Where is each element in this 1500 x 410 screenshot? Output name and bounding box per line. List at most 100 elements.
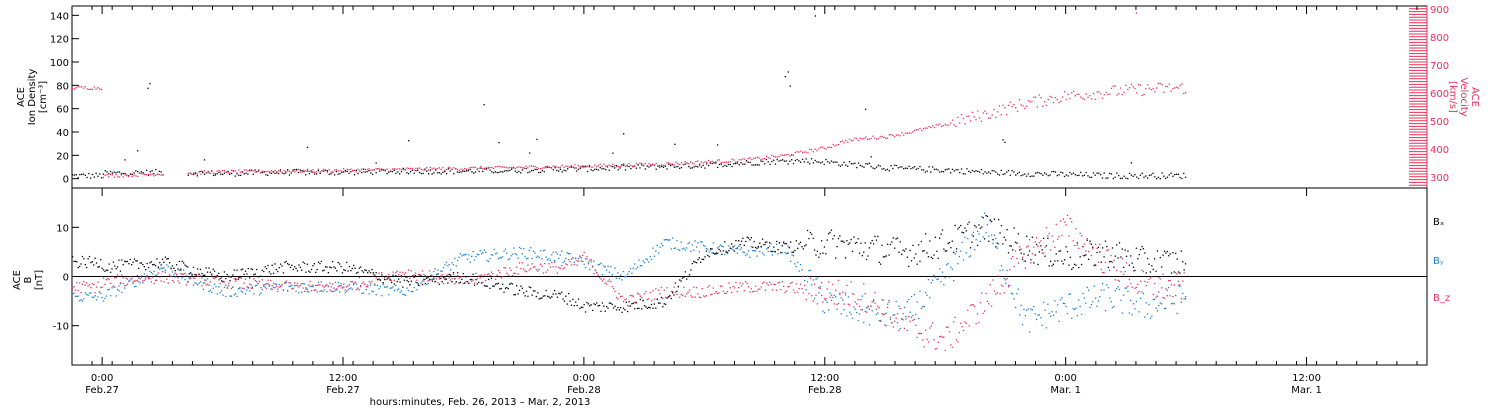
data-point	[1163, 297, 1166, 299]
data-point	[595, 168, 598, 170]
data-point	[131, 278, 133, 280]
data-point	[1052, 314, 1055, 316]
data-point	[516, 171, 518, 174]
data-point	[1059, 220, 1062, 222]
data-point	[520, 267, 522, 270]
data-point	[694, 296, 696, 298]
data-point	[1166, 295, 1168, 297]
data-point	[762, 160, 764, 163]
data-point	[990, 305, 993, 307]
data-point	[340, 285, 342, 287]
data-point	[966, 115, 968, 118]
data-point	[901, 253, 903, 255]
data-point	[1161, 84, 1163, 86]
data-point	[903, 306, 906, 309]
data-point	[998, 243, 1000, 245]
data-point	[1067, 175, 1069, 177]
data-point	[486, 273, 488, 276]
data-point	[589, 268, 591, 271]
data-point	[948, 276, 951, 278]
data-point	[422, 172, 424, 175]
data-point	[237, 277, 240, 279]
data-point	[972, 304, 975, 306]
data-point	[108, 173, 110, 175]
data-point	[687, 242, 689, 245]
data-point	[875, 308, 878, 310]
data-point	[362, 292, 365, 294]
data-point	[892, 167, 894, 170]
data-point	[1069, 97, 1071, 100]
data-point	[764, 241, 767, 244]
data-point	[538, 298, 540, 300]
data-point	[306, 263, 308, 265]
data-point	[691, 167, 693, 169]
data-point	[936, 347, 938, 350]
data-point	[711, 162, 713, 165]
data-point	[961, 241, 963, 244]
data-point	[414, 275, 417, 277]
data-point	[104, 283, 106, 285]
data-point	[742, 237, 744, 240]
data-point	[655, 288, 657, 290]
data-point	[256, 281, 258, 283]
data-point	[357, 168, 359, 171]
data-point	[986, 300, 989, 303]
data-point	[1170, 90, 1172, 92]
data-point	[538, 268, 540, 270]
data-point	[1163, 91, 1165, 93]
data-point	[227, 282, 230, 284]
data-point	[611, 303, 613, 306]
data-point	[125, 284, 127, 287]
data-point	[336, 288, 338, 290]
data-point	[532, 266, 535, 268]
data-point	[623, 133, 625, 135]
data-point	[534, 252, 536, 254]
data-point	[1083, 243, 1086, 245]
data-point	[603, 278, 605, 280]
density-tick-label: 20	[56, 151, 69, 162]
data-point	[1036, 171, 1039, 174]
data-point	[337, 170, 339, 172]
data-point	[934, 348, 937, 350]
data-point	[529, 152, 531, 154]
data-point	[204, 282, 206, 284]
data-point	[776, 158, 778, 161]
data-point	[1143, 176, 1145, 178]
data-point	[729, 163, 731, 166]
data-point	[1114, 255, 1116, 257]
data-point	[868, 247, 871, 249]
data-point	[274, 169, 276, 172]
data-point	[868, 324, 871, 326]
data-point	[941, 229, 944, 231]
data-point	[948, 331, 951, 333]
data-point	[810, 148, 813, 151]
data-point	[837, 302, 840, 305]
data-point	[548, 263, 550, 265]
data-point	[246, 289, 248, 291]
data-point	[330, 290, 332, 292]
data-point	[258, 280, 261, 283]
data-point	[809, 277, 812, 280]
data-point	[794, 249, 796, 252]
data-point	[330, 266, 332, 269]
data-point	[483, 274, 486, 276]
data-point	[200, 170, 202, 172]
data-point	[317, 169, 320, 172]
data-point	[503, 250, 505, 252]
data-point	[568, 253, 570, 255]
data-point	[503, 267, 505, 269]
data-point	[931, 166, 934, 168]
data-point	[431, 280, 434, 282]
data-point	[854, 308, 856, 310]
data-point	[1099, 173, 1102, 176]
data-point	[465, 168, 468, 170]
data-point	[245, 169, 247, 171]
data-point	[532, 169, 534, 172]
data-point	[833, 294, 835, 296]
data-point	[615, 166, 618, 168]
data-point	[406, 167, 408, 169]
data-point	[350, 168, 352, 170]
data-point	[763, 163, 766, 165]
data-point	[324, 284, 327, 287]
data-point	[149, 173, 151, 176]
